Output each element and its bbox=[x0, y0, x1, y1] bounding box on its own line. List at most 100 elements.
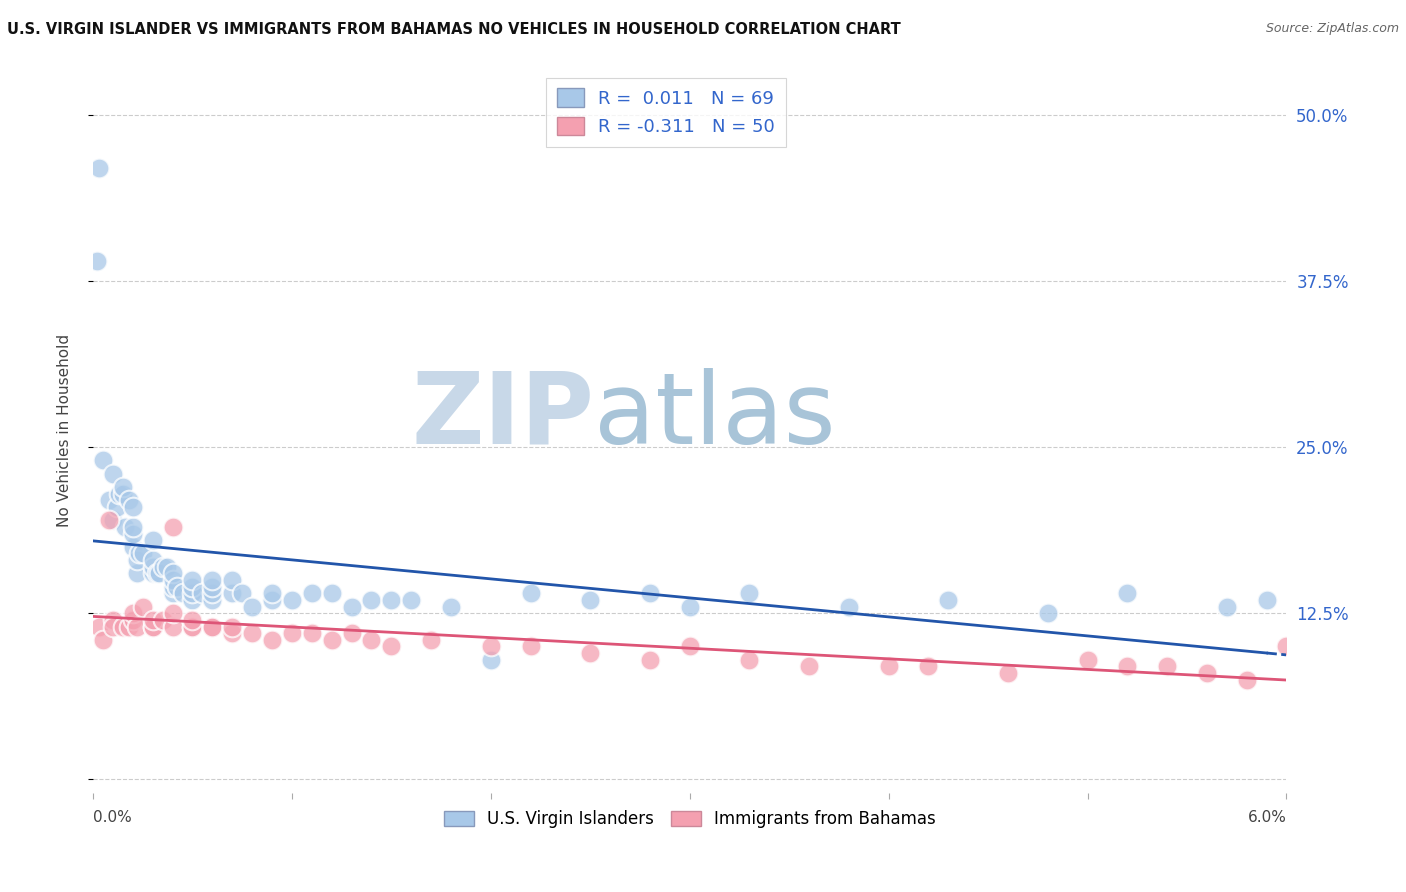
Point bbox=[91, 453, 114, 467]
Point bbox=[1236, 673, 1258, 687]
Point bbox=[97, 493, 120, 508]
Point bbox=[679, 640, 702, 654]
Point bbox=[281, 626, 304, 640]
Point bbox=[121, 607, 143, 621]
Point bbox=[1275, 640, 1298, 654]
Point bbox=[936, 593, 959, 607]
Text: U.S. VIRGIN ISLANDER VS IMMIGRANTS FROM BAHAMAS NO VEHICLES IN HOUSEHOLD CORRELA: U.S. VIRGIN ISLANDER VS IMMIGRANTS FROM … bbox=[7, 22, 901, 37]
Point bbox=[142, 613, 165, 627]
Point bbox=[240, 626, 263, 640]
Point bbox=[181, 580, 204, 594]
Point bbox=[738, 586, 761, 600]
Point bbox=[679, 599, 702, 614]
Point bbox=[105, 500, 128, 514]
Point bbox=[917, 659, 939, 673]
Point bbox=[519, 586, 541, 600]
Point bbox=[191, 586, 214, 600]
Point bbox=[479, 640, 502, 654]
Point bbox=[181, 593, 204, 607]
Point bbox=[638, 586, 661, 600]
Point bbox=[221, 573, 243, 587]
Point bbox=[1216, 599, 1239, 614]
Point bbox=[321, 632, 343, 647]
Point bbox=[201, 580, 224, 594]
Point bbox=[997, 666, 1019, 681]
Point bbox=[152, 559, 174, 574]
Point bbox=[380, 640, 402, 654]
Point bbox=[221, 626, 243, 640]
Point bbox=[838, 599, 860, 614]
Point bbox=[87, 619, 110, 633]
Point bbox=[360, 593, 382, 607]
Point bbox=[201, 619, 224, 633]
Point bbox=[321, 586, 343, 600]
Point bbox=[1116, 659, 1139, 673]
Point bbox=[162, 580, 184, 594]
Point bbox=[108, 486, 131, 500]
Point bbox=[221, 619, 243, 633]
Point bbox=[142, 533, 165, 548]
Point bbox=[340, 599, 363, 614]
Point bbox=[260, 632, 283, 647]
Point bbox=[579, 593, 602, 607]
Point bbox=[111, 480, 134, 494]
Point bbox=[1156, 659, 1178, 673]
Text: atlas: atlas bbox=[595, 368, 837, 465]
Point bbox=[201, 619, 224, 633]
Point bbox=[401, 593, 423, 607]
Point bbox=[118, 619, 141, 633]
Point bbox=[125, 619, 148, 633]
Point bbox=[1195, 666, 1218, 681]
Point bbox=[201, 593, 224, 607]
Point bbox=[162, 619, 184, 633]
Point bbox=[121, 520, 143, 534]
Point bbox=[181, 586, 204, 600]
Point bbox=[420, 632, 443, 647]
Point bbox=[638, 653, 661, 667]
Point bbox=[111, 486, 134, 500]
Point bbox=[877, 659, 900, 673]
Point bbox=[87, 161, 110, 176]
Point bbox=[579, 646, 602, 660]
Point bbox=[86, 254, 108, 268]
Point bbox=[121, 613, 143, 627]
Point bbox=[519, 640, 541, 654]
Text: Source: ZipAtlas.com: Source: ZipAtlas.com bbox=[1265, 22, 1399, 36]
Legend: U.S. Virgin Islanders, Immigrants from Bahamas: U.S. Virgin Islanders, Immigrants from B… bbox=[437, 804, 942, 835]
Point bbox=[201, 586, 224, 600]
Y-axis label: No Vehicles in Household: No Vehicles in Household bbox=[58, 334, 72, 527]
Point bbox=[152, 613, 174, 627]
Point bbox=[101, 467, 124, 481]
Point bbox=[1116, 586, 1139, 600]
Point bbox=[380, 593, 402, 607]
Point bbox=[166, 580, 188, 594]
Point bbox=[97, 513, 120, 527]
Point bbox=[121, 540, 143, 554]
Text: 6.0%: 6.0% bbox=[1247, 810, 1286, 824]
Point bbox=[101, 619, 124, 633]
Point bbox=[221, 586, 243, 600]
Point bbox=[142, 566, 165, 581]
Point bbox=[132, 547, 155, 561]
Point bbox=[181, 573, 204, 587]
Point bbox=[125, 566, 148, 581]
Point bbox=[162, 607, 184, 621]
Point bbox=[738, 653, 761, 667]
Point bbox=[340, 626, 363, 640]
Point bbox=[111, 619, 134, 633]
Point bbox=[181, 619, 204, 633]
Point bbox=[260, 593, 283, 607]
Point bbox=[128, 547, 150, 561]
Point bbox=[172, 586, 194, 600]
Point bbox=[162, 520, 184, 534]
Point bbox=[142, 559, 165, 574]
Point bbox=[118, 493, 141, 508]
Point bbox=[162, 566, 184, 581]
Point bbox=[125, 553, 148, 567]
Point bbox=[142, 553, 165, 567]
Point bbox=[162, 573, 184, 587]
Point bbox=[121, 500, 143, 514]
Point bbox=[240, 599, 263, 614]
Point bbox=[181, 619, 204, 633]
Point bbox=[1036, 607, 1059, 621]
